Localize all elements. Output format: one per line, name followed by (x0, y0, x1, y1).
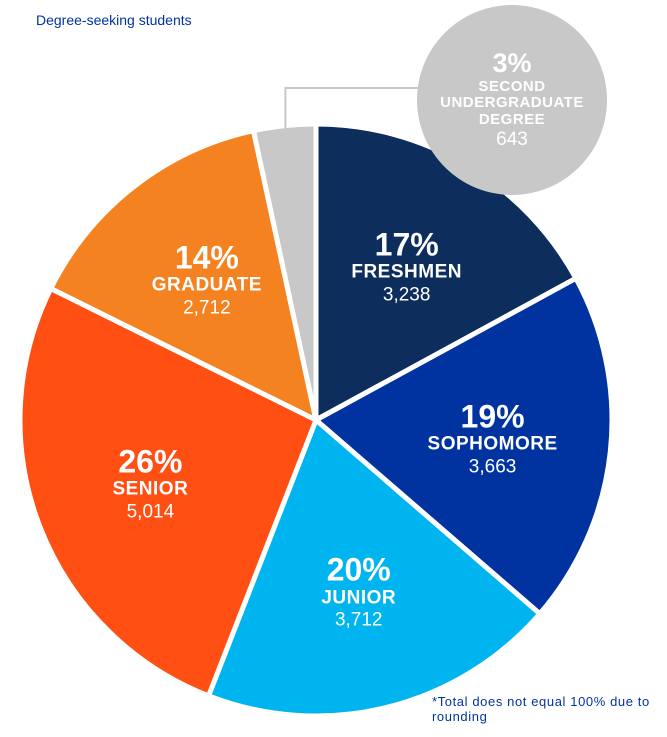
percent-label: 3% (492, 47, 532, 78)
category-label: SENIOR (112, 478, 189, 500)
value-label: 5,014 (126, 501, 175, 523)
pie-slice (313, 275, 615, 617)
slice-label: 3% SECOND UNDERGRADUATE DEGREE 643 (437, 47, 587, 151)
category-label: SECOND UNDERGRADUATE DEGREE (440, 77, 584, 128)
value-label: 3,238 (382, 284, 431, 306)
slice-label: 14% GRADUATE 2,712 (152, 240, 262, 319)
category-label: SOPHOMORE (427, 433, 558, 455)
slice-label: 20% JUNIOR 3,712 (321, 551, 397, 632)
percent-label: 26% (118, 443, 183, 480)
leader-line (284, 87, 432, 134)
pie-slice (206, 417, 543, 719)
category-label: FRESHMEN (351, 262, 462, 283)
percent-label: 14% (174, 239, 239, 276)
subtitle: Degree-seeking students (36, 12, 192, 28)
value-label: 3,663 (468, 456, 517, 478)
category-label: GRADUATE (151, 274, 262, 296)
slice-label: 26% SENIOR 5,014 (112, 443, 189, 524)
category-label: JUNIOR (321, 587, 397, 609)
value-label: 643 (496, 129, 528, 151)
footnote: *Total does not equal 100% due to roundi… (432, 694, 650, 724)
slice-label: 19% SOPHOMORE 3,663 (427, 398, 558, 479)
value-label: 3,712 (334, 609, 383, 631)
pie-slice (48, 128, 319, 423)
percent-label: 20% (326, 551, 391, 588)
callout-bubble (417, 5, 607, 195)
pie-slice (17, 286, 319, 699)
slice-label: 17% FRESHMEN 3,238 (351, 226, 462, 307)
value-label: 2,712 (183, 297, 231, 319)
percent-label: 17% (374, 226, 439, 263)
percent-label: 19% (460, 398, 525, 435)
